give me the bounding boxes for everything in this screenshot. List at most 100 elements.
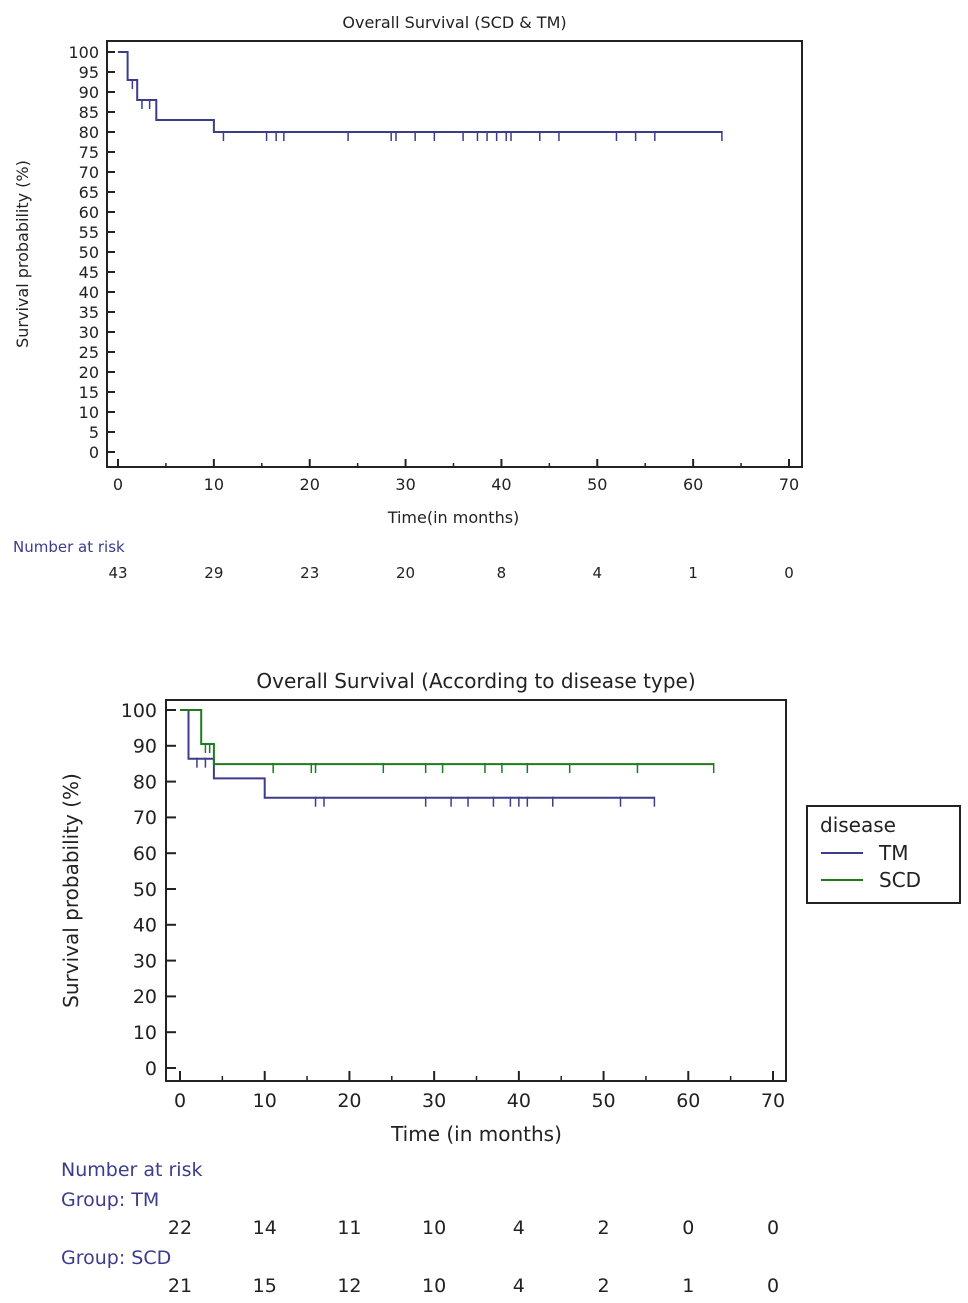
legend-box [806, 805, 961, 904]
risk-count: 0 [767, 1217, 779, 1239]
risk-count: 4 [513, 1275, 525, 1297]
y-tick-label: 35 [79, 303, 99, 322]
x-tick-label: 10 [204, 475, 224, 494]
y-tick-label: 90 [79, 83, 99, 102]
x-tick-label: 40 [507, 1090, 531, 1112]
x-tick-label: 60 [676, 1090, 700, 1112]
y-tick-label: 45 [79, 263, 99, 282]
chart-1: Overall Survival (SCD & TM)0510152025303… [13, 13, 803, 582]
y-tick-label: 10 [79, 403, 99, 422]
x-axis-label: Time (in months) [390, 1122, 562, 1146]
risk-count: 23 [300, 564, 319, 582]
risk-count: 11 [337, 1217, 361, 1239]
y-tick-label: 90 [133, 736, 157, 758]
y-tick-label: 30 [133, 950, 157, 972]
risk-count: 10 [422, 1217, 446, 1239]
y-tick-label: 80 [133, 771, 157, 793]
y-tick-label: 85 [79, 103, 99, 122]
risk-count: 0 [784, 564, 794, 582]
x-tick-label: 60 [683, 475, 703, 494]
y-axis-label: Survival probability (%) [13, 160, 32, 348]
legend-label: TM [878, 841, 908, 865]
survival-curve [180, 709, 655, 799]
risk-count: 1 [688, 564, 698, 582]
series-overall [118, 51, 723, 141]
x-tick-label: 10 [253, 1090, 277, 1112]
risk-count: 10 [422, 1275, 446, 1297]
legend: disease TM SCD [806, 805, 961, 904]
x-tick-label: 30 [395, 475, 415, 494]
y-tick-label: 0 [89, 443, 99, 462]
risk-table: Number at risk 43 29 23 20 8 4 1 0 [13, 538, 794, 582]
x-tick-label: 50 [591, 1090, 615, 1112]
risk-group-label: Group: SCD [61, 1247, 171, 1269]
y-tick-label: 70 [79, 163, 99, 182]
risk-count: 8 [497, 564, 507, 582]
y-tick-label: 25 [79, 343, 99, 362]
x-tick-label: 70 [761, 1090, 785, 1112]
risk-count: 20 [396, 564, 415, 582]
chart-title: Overall Survival (According to disease t… [256, 669, 695, 693]
series-scd [180, 709, 715, 774]
plot-frame [165, 699, 787, 1082]
y-tick-label: 80 [79, 123, 99, 142]
risk-count: 29 [204, 564, 223, 582]
risk-table-title: Number at risk [13, 538, 125, 556]
risk-count: 43 [108, 564, 127, 582]
series-tm [180, 709, 656, 807]
y-axis-label: Survival probability (%) [59, 773, 83, 1008]
y-tick-label: 100 [68, 43, 99, 62]
risk-count: 2 [598, 1275, 610, 1297]
risk-count: 0 [682, 1217, 694, 1239]
x-axis-label: Time(in months) [387, 508, 520, 527]
risk-count: 4 [513, 1217, 525, 1239]
x-tick-label: 20 [337, 1090, 361, 1112]
y-tick-label: 15 [79, 383, 99, 402]
risk-count: 12 [337, 1275, 361, 1297]
survival-curve [180, 709, 714, 766]
legend-title: disease [820, 813, 896, 837]
risk-count: 21 [168, 1275, 192, 1297]
y-tick-label: 50 [133, 879, 157, 901]
x-tick-label: 0 [174, 1090, 186, 1112]
risk-count: 0 [767, 1275, 779, 1297]
y-tick-label: 50 [79, 243, 99, 262]
y-tick-label: 30 [79, 323, 99, 342]
risk-count: 2 [598, 1217, 610, 1239]
risk-group-label: Group: TM [61, 1189, 159, 1211]
y-tick-label: 5 [89, 423, 99, 442]
y-tick-label: 40 [133, 915, 157, 937]
x-tick-label: 0 [113, 475, 123, 494]
y-tick-label: 65 [79, 183, 99, 202]
risk-count: 1 [682, 1275, 694, 1297]
y-tick-label: 95 [79, 63, 99, 82]
risk-table-title: Number at risk [61, 1159, 203, 1181]
risk-count: 4 [593, 564, 603, 582]
risk-count: 15 [253, 1275, 277, 1297]
x-tick-label: 40 [491, 475, 511, 494]
legend-label: SCD [879, 868, 921, 892]
x-tick-label: 30 [422, 1090, 446, 1112]
y-tick-label: 20 [133, 986, 157, 1008]
chart-2: Overall Survival (According to disease t… [59, 669, 961, 1297]
y-tick-label: 40 [79, 283, 99, 302]
y-tick-label: 60 [79, 203, 99, 222]
chart-title: Overall Survival (SCD & TM) [342, 13, 566, 32]
plot-frame [106, 40, 803, 468]
x-tick-label: 50 [587, 475, 607, 494]
y-tick-label: 20 [79, 363, 99, 382]
y-tick-label: 75 [79, 143, 99, 162]
risk-count: 22 [168, 1217, 192, 1239]
y-tick-label: 55 [79, 223, 99, 242]
risk-count: 14 [253, 1217, 277, 1239]
y-tick-label: 0 [145, 1058, 157, 1080]
y-tick-label: 100 [121, 700, 157, 722]
x-tick-label: 70 [779, 475, 799, 494]
y-tick-label: 70 [133, 807, 157, 829]
y-tick-label: 10 [133, 1022, 157, 1044]
y-tick-label: 60 [133, 843, 157, 865]
x-tick-label: 20 [300, 475, 320, 494]
survival-curve [118, 51, 722, 133]
